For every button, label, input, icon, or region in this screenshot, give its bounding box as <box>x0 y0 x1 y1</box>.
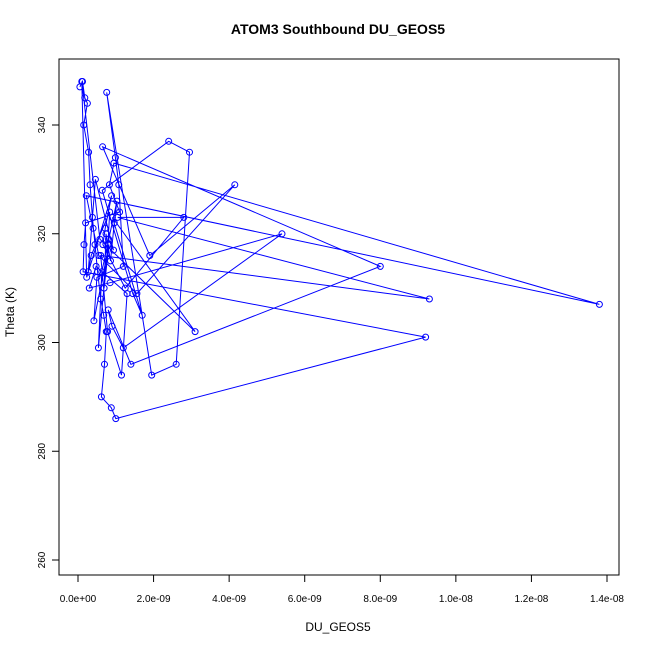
data-point <box>95 252 103 259</box>
data-point <box>78 78 86 85</box>
data-point <box>107 404 115 412</box>
data-point <box>106 279 114 287</box>
data-point <box>100 311 108 319</box>
data-point <box>191 328 199 336</box>
data-point <box>186 148 193 156</box>
data-point <box>376 262 384 270</box>
data-point <box>92 262 100 270</box>
data-point <box>94 344 102 352</box>
x-tick-label: 8.0e-09 <box>363 594 397 605</box>
data-point <box>115 181 123 189</box>
data-point <box>87 252 95 259</box>
data-point <box>104 328 111 336</box>
data-point <box>112 415 120 423</box>
x-tick-label: 1.4e-08 <box>590 594 624 605</box>
y-tick-label: 340 <box>37 116 48 133</box>
data-point <box>90 317 98 325</box>
data-point <box>172 360 180 368</box>
data-point <box>85 284 93 292</box>
data-point <box>79 268 87 276</box>
x-tick-label: 4.0e-09 <box>212 594 246 605</box>
data-point <box>82 219 90 227</box>
data-point <box>119 262 127 270</box>
data-point <box>114 213 122 221</box>
data-point <box>111 154 119 162</box>
data-point <box>104 241 112 249</box>
x-axis-label: DU_GEOS5 <box>305 620 371 634</box>
data-point <box>84 268 92 276</box>
data-point <box>119 344 127 352</box>
data-point <box>118 371 125 379</box>
x-tick-label: 2.0e-09 <box>137 594 171 605</box>
data-point <box>104 306 112 314</box>
data-point <box>91 175 99 183</box>
data-point <box>148 371 156 379</box>
data-point <box>278 230 286 238</box>
data-point <box>107 257 114 265</box>
data-point <box>108 322 116 330</box>
data-point <box>106 208 114 216</box>
x-tick-label: 0.0e+00 <box>60 594 97 605</box>
y-tick-label: 260 <box>37 551 48 568</box>
data-point <box>80 121 88 129</box>
data-point <box>422 333 430 341</box>
data-point <box>81 94 89 102</box>
y-axis-label: Theta (K) <box>3 287 17 337</box>
data-point <box>108 192 116 200</box>
data-point <box>98 268 106 276</box>
data-point <box>99 143 107 151</box>
data-point <box>105 235 113 243</box>
data-point <box>129 290 137 298</box>
data-point <box>138 311 146 319</box>
data-point <box>82 192 90 200</box>
data-point <box>98 186 106 194</box>
chart-title: ATOM3 Southbound DU_GEOS5 <box>231 21 445 37</box>
data-point <box>180 213 188 221</box>
data-point <box>88 213 96 221</box>
y-axis: 260 280 300 320 340 <box>37 116 60 568</box>
data-point <box>110 246 117 254</box>
data-point <box>100 284 108 292</box>
y-tick-label: 280 <box>37 442 48 459</box>
data-point <box>595 300 603 308</box>
series-layer <box>76 78 603 423</box>
data-point <box>86 181 94 189</box>
data-point <box>165 137 173 145</box>
data-point <box>96 235 104 243</box>
data-point <box>127 360 135 368</box>
y-tick-label: 300 <box>37 334 48 351</box>
data-point <box>97 295 105 303</box>
x-tick-label: 1.0e-08 <box>439 594 473 605</box>
data-point <box>121 284 129 292</box>
data-point <box>133 290 141 298</box>
data-point <box>102 230 110 238</box>
data-point <box>101 360 108 368</box>
data-point <box>91 241 99 249</box>
data-point <box>146 252 154 259</box>
data-point <box>97 393 105 401</box>
data-point <box>97 252 105 259</box>
data-point <box>105 181 113 189</box>
x-tick-label: 1.2e-08 <box>514 594 548 605</box>
data-point <box>85 148 93 156</box>
data-point <box>93 273 101 281</box>
data-point <box>89 224 97 232</box>
x-tick-label: 6.0e-09 <box>288 594 322 605</box>
data-point <box>113 197 121 205</box>
series-line <box>79 79 600 420</box>
data-point <box>80 241 88 249</box>
data-point <box>110 219 118 227</box>
data-point <box>425 295 433 303</box>
y-tick-label: 320 <box>37 225 48 242</box>
x-axis: 0.0e+00 2.0e-09 4.0e-09 6.0e-09 8.0e-09 1.0e-… <box>60 574 624 605</box>
data-point <box>231 181 239 189</box>
data-point <box>103 88 111 96</box>
data-point <box>83 99 91 107</box>
